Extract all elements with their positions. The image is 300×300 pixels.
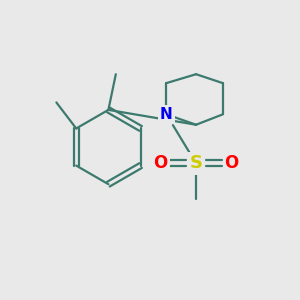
Text: S: S (190, 154, 202, 172)
Text: O: O (225, 154, 239, 172)
Text: O: O (153, 154, 167, 172)
Text: N: N (160, 107, 173, 122)
